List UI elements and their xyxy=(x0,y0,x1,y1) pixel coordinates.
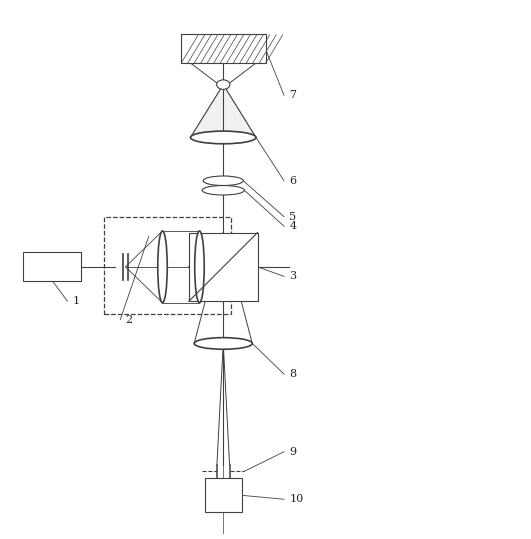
Bar xyxy=(22,252,81,281)
Ellipse shape xyxy=(217,80,230,89)
Ellipse shape xyxy=(194,337,252,349)
Ellipse shape xyxy=(158,231,167,303)
Ellipse shape xyxy=(195,231,204,303)
Text: 6: 6 xyxy=(289,176,296,186)
Bar xyxy=(189,232,258,301)
Bar xyxy=(105,217,231,314)
Bar xyxy=(205,478,242,513)
Text: 8: 8 xyxy=(289,369,296,379)
Text: 7: 7 xyxy=(289,90,296,100)
Polygon shape xyxy=(191,85,256,137)
Bar xyxy=(181,34,266,64)
Text: 4: 4 xyxy=(289,221,296,231)
Text: 10: 10 xyxy=(289,494,304,505)
Ellipse shape xyxy=(202,185,244,195)
Text: 3: 3 xyxy=(289,271,296,281)
Text: 1: 1 xyxy=(73,296,80,306)
Text: 2: 2 xyxy=(125,315,133,324)
Text: 9: 9 xyxy=(289,447,296,457)
Text: 5: 5 xyxy=(289,212,296,222)
Ellipse shape xyxy=(203,176,243,185)
Ellipse shape xyxy=(191,131,256,144)
